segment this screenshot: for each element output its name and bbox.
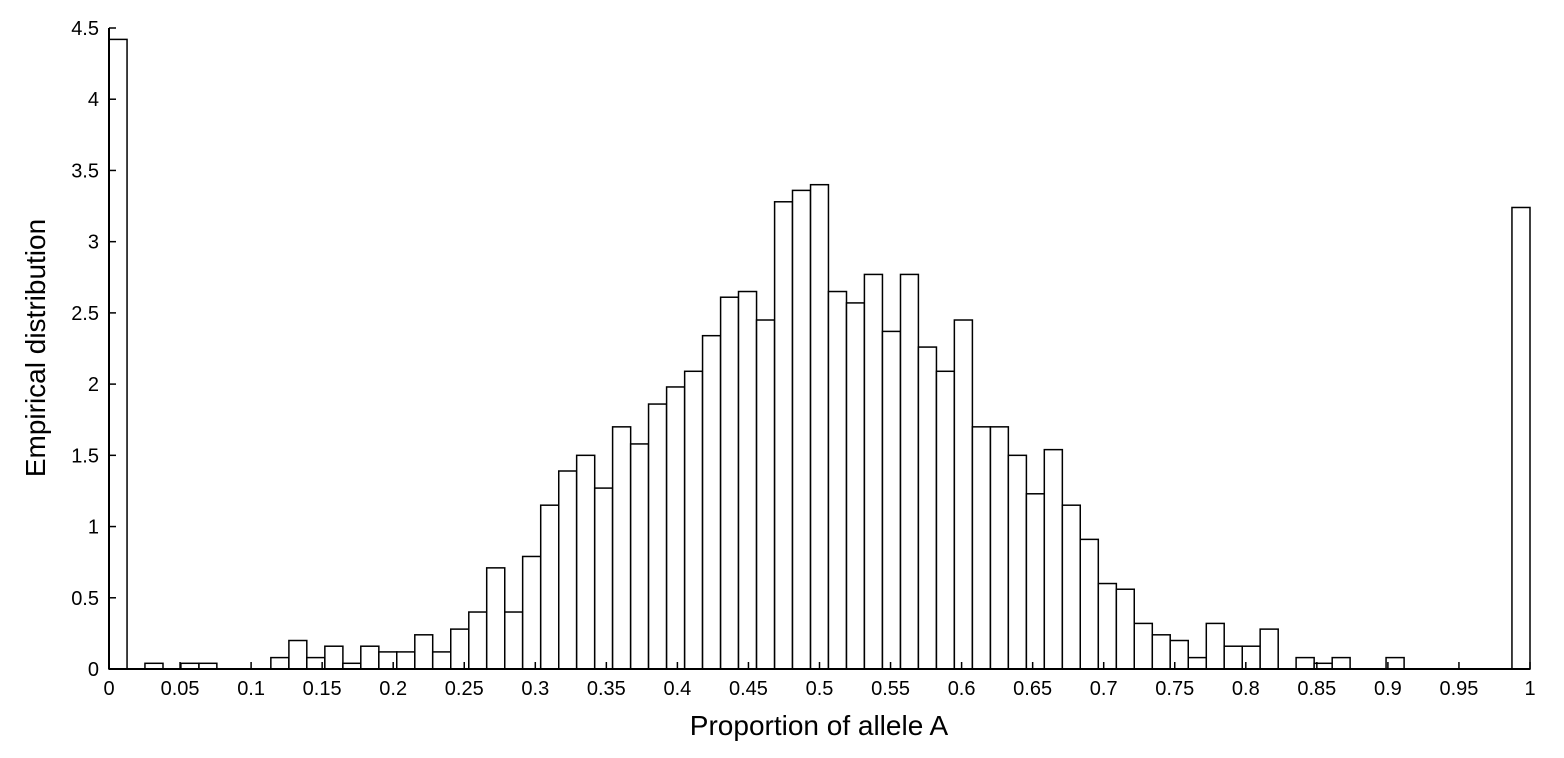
bar	[881, 330, 902, 670]
bar	[1079, 538, 1100, 670]
bar	[863, 273, 884, 670]
bar	[719, 296, 740, 670]
bar	[683, 370, 704, 670]
bar	[845, 302, 866, 670]
x-axis-label: Proportion of allele A	[690, 710, 949, 741]
bar	[414, 634, 434, 670]
y-tick-label: 4	[88, 89, 99, 111]
x-tick-label: 0.05	[161, 678, 200, 700]
bar	[1205, 622, 1225, 670]
bar	[485, 567, 506, 670]
bar	[899, 273, 920, 670]
bar	[1151, 634, 1171, 670]
bar	[539, 504, 560, 670]
bar	[791, 189, 812, 670]
bar	[1259, 628, 1279, 670]
bar	[1097, 582, 1118, 670]
x-tick-label: 0.3	[521, 678, 549, 700]
x-tick-label: 0.95	[1439, 678, 1478, 700]
x-tick-label: 0.25	[445, 678, 484, 700]
x-tick-label: 0.85	[1297, 678, 1336, 700]
bar	[360, 645, 380, 670]
bar	[953, 319, 974, 670]
bar	[1511, 206, 1531, 670]
y-tick-label: 3	[88, 232, 99, 254]
bar	[1331, 656, 1351, 670]
x-tick-label: 1	[1524, 678, 1535, 700]
bar	[1043, 448, 1064, 670]
bar	[1025, 493, 1046, 670]
y-tick-label: 0.5	[71, 588, 99, 610]
x-tick-label: 0.75	[1155, 678, 1194, 700]
bar	[1385, 656, 1405, 670]
x-tick-label: 0.35	[587, 678, 626, 700]
bar	[1241, 645, 1261, 670]
y-axis-label: Empirical distribution	[20, 219, 51, 477]
x-tick-label: 0.8	[1232, 678, 1260, 700]
bar	[1007, 454, 1028, 670]
y-tick-label: 0	[88, 659, 99, 681]
bar	[647, 403, 668, 670]
x-tick-label: 0.1	[237, 678, 265, 700]
x-tick-label: 0.5	[806, 678, 834, 700]
bar	[827, 290, 848, 670]
bar	[396, 651, 416, 670]
bar	[1115, 588, 1136, 670]
bar	[917, 346, 938, 670]
x-tick-label: 0.9	[1374, 678, 1402, 700]
bar	[773, 201, 794, 670]
y-tick-label: 2.5	[71, 303, 99, 325]
bar	[665, 386, 686, 670]
bar	[108, 38, 128, 670]
bar	[521, 555, 542, 670]
x-tick-label: 0.55	[871, 678, 910, 700]
bar	[378, 651, 398, 670]
bar	[1223, 645, 1243, 670]
y-tick-label: 4.5	[71, 18, 99, 40]
bar	[1061, 504, 1082, 670]
x-tick-label: 0.7	[1090, 678, 1118, 700]
bar	[611, 426, 632, 670]
bar	[575, 454, 596, 670]
bar	[1133, 622, 1154, 670]
bar	[468, 611, 488, 670]
bar	[1169, 639, 1189, 670]
x-tick-label: 0.2	[379, 678, 407, 700]
x-tick-label: 0.65	[1013, 678, 1052, 700]
bar	[1187, 656, 1208, 670]
x-tick-label: 0	[103, 678, 114, 700]
y-tick-label: 1	[88, 517, 99, 539]
bar	[431, 651, 452, 670]
x-tick-label: 0.4	[663, 678, 691, 700]
bar	[935, 370, 956, 670]
bar	[1295, 656, 1315, 670]
bar	[809, 183, 830, 670]
bar	[593, 487, 614, 670]
y-tick-label: 2	[88, 374, 99, 396]
x-tick-label: 0.45	[729, 678, 768, 700]
bar	[629, 443, 650, 670]
bar	[288, 639, 308, 670]
y-tick-label: 3.5	[71, 160, 99, 182]
bar	[971, 426, 992, 670]
x-tick-label: 0.6	[948, 678, 976, 700]
x-tick-label: 0.15	[303, 678, 342, 700]
bar	[737, 290, 758, 670]
bar	[557, 470, 578, 670]
bar	[324, 645, 344, 670]
y-tick-label: 1.5	[71, 445, 99, 467]
bar	[989, 426, 1010, 670]
bar	[270, 656, 290, 670]
bar	[701, 334, 722, 670]
bar	[503, 611, 524, 670]
bar	[450, 628, 470, 670]
bar	[755, 319, 776, 670]
